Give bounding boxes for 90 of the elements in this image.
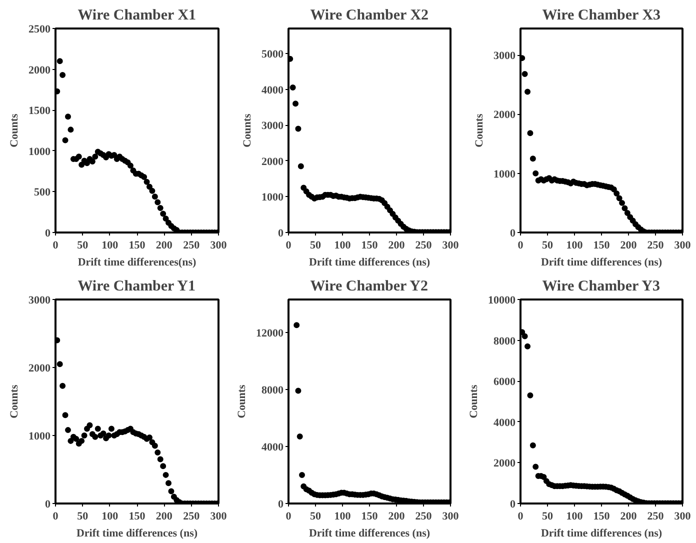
- y-tick-label: 0: [510, 228, 516, 240]
- y-tick-label: 2500: [28, 24, 51, 36]
- y-tick-label: 8000: [262, 384, 284, 396]
- y-tick-label: 8000: [494, 335, 516, 348]
- x-tick-label: 50: [310, 510, 322, 522]
- y-tick-label: 0: [278, 498, 284, 510]
- y-tick-label: 0: [45, 228, 51, 240]
- y-tick-label: 0: [278, 228, 284, 240]
- y-tick-label: 2000: [494, 458, 516, 470]
- y-axis-title: Counts: [8, 112, 20, 148]
- y-tick-label: 0: [45, 498, 51, 510]
- x-tick-label: 50: [77, 240, 89, 252]
- y-tick-label: 2000: [28, 362, 51, 374]
- y-axis-title: Counts: [468, 384, 480, 418]
- y-tick-label: 1000: [28, 430, 51, 442]
- y-tick-label: 1500: [28, 105, 51, 118]
- y-axis-title: Counts: [474, 112, 486, 148]
- x-axis-title: Drift time differences (ns): [540, 528, 662, 540]
- y-tick-label: 12000: [256, 327, 284, 340]
- x-axis-title: Drift time differences(ns): [78, 256, 196, 268]
- y-axis-title: Counts: [236, 384, 248, 418]
- x-tick-label: 250: [183, 510, 200, 522]
- y-tick-label: 3000: [494, 50, 516, 62]
- x-tick-label: 100: [566, 510, 584, 522]
- x-tick-label: 100: [334, 510, 352, 522]
- y-tick-label: 4000: [262, 441, 284, 454]
- x-tick-label: 200: [156, 240, 173, 252]
- x-tick-label: 300: [442, 510, 460, 522]
- x-tick-label: 150: [128, 510, 146, 522]
- x-tick-label: 300: [442, 240, 460, 252]
- y-tick-label: 3000: [28, 294, 51, 306]
- chart-title: Wire Chamber X2: [310, 8, 429, 24]
- x-tick-label: 150: [361, 240, 378, 252]
- y-tick-label: 6000: [494, 376, 516, 388]
- chart-title: Wire Chamber Y3: [542, 278, 660, 294]
- x-tick-label: 300: [674, 240, 692, 252]
- x-tick-label: 200: [388, 240, 406, 252]
- x-tick-label: 200: [388, 510, 406, 522]
- x-tick-label: 250: [183, 240, 200, 252]
- x-tick-label: 300: [210, 510, 228, 522]
- x-tick-label: 200: [620, 510, 638, 522]
- x-tick-label: 0: [52, 240, 59, 252]
- y-tick-label: 10000: [488, 294, 516, 306]
- y-tick-label: 2000: [494, 109, 516, 122]
- x-tick-label: 100: [566, 240, 584, 252]
- y-tick-label: 1000: [262, 192, 284, 204]
- x-tick-label: 0: [286, 240, 292, 252]
- x-axis-title: Drift time differences (ns): [308, 256, 430, 268]
- y-tick-label: 2000: [28, 64, 51, 76]
- y-tick-label: 2000: [262, 156, 284, 168]
- x-tick-label: 200: [620, 240, 638, 252]
- x-tick-label: 150: [361, 510, 378, 522]
- y-tick-label: 3000: [262, 120, 284, 132]
- x-tick-label: 50: [542, 240, 554, 252]
- x-tick-label: 100: [102, 510, 119, 522]
- x-axis-title: Drift time differences (ns): [76, 528, 198, 540]
- y-tick-label: 5000: [262, 48, 284, 61]
- x-tick-label: 0: [518, 510, 524, 522]
- y-tick-label: 1000: [28, 146, 51, 158]
- x-tick-label: 150: [593, 240, 610, 252]
- chart-title: Wire Chamber Y1: [78, 278, 196, 294]
- y-tick-label: 500: [34, 186, 51, 199]
- chart-title: Wire Chamber X3: [542, 8, 661, 24]
- x-axis-title: Drift time differences (ns): [308, 528, 430, 540]
- chart-title: Wire Chamber X1: [78, 8, 196, 24]
- x-tick-label: 150: [593, 510, 610, 522]
- y-axis-title: Counts: [242, 112, 254, 148]
- y-axis-title: Counts: [8, 384, 20, 418]
- x-tick-label: 50: [77, 510, 89, 522]
- x-tick-label: 300: [210, 240, 228, 252]
- x-tick-label: 0: [518, 240, 524, 252]
- y-tick-label: 1000: [494, 168, 516, 180]
- x-tick-label: 250: [647, 240, 664, 252]
- x-tick-label: 250: [415, 240, 432, 252]
- x-tick-label: 50: [310, 240, 322, 252]
- x-axis-title: Drift time differences (ns): [540, 256, 662, 268]
- x-tick-label: 150: [128, 240, 146, 252]
- y-tick-label: 0: [510, 498, 516, 510]
- y-tick-label: 4000: [494, 416, 516, 429]
- x-tick-label: 100: [334, 240, 352, 252]
- chart-title: Wire Chamber Y2: [310, 278, 428, 294]
- x-tick-label: 200: [156, 510, 173, 522]
- x-tick-label: 250: [647, 510, 664, 522]
- x-tick-label: 0: [52, 510, 59, 522]
- y-tick-label: 4000: [262, 84, 284, 96]
- x-tick-label: 100: [102, 240, 119, 252]
- x-tick-label: 300: [674, 510, 692, 522]
- x-tick-label: 250: [415, 510, 432, 522]
- x-tick-label: 0: [286, 510, 292, 522]
- x-tick-label: 50: [542, 510, 554, 522]
